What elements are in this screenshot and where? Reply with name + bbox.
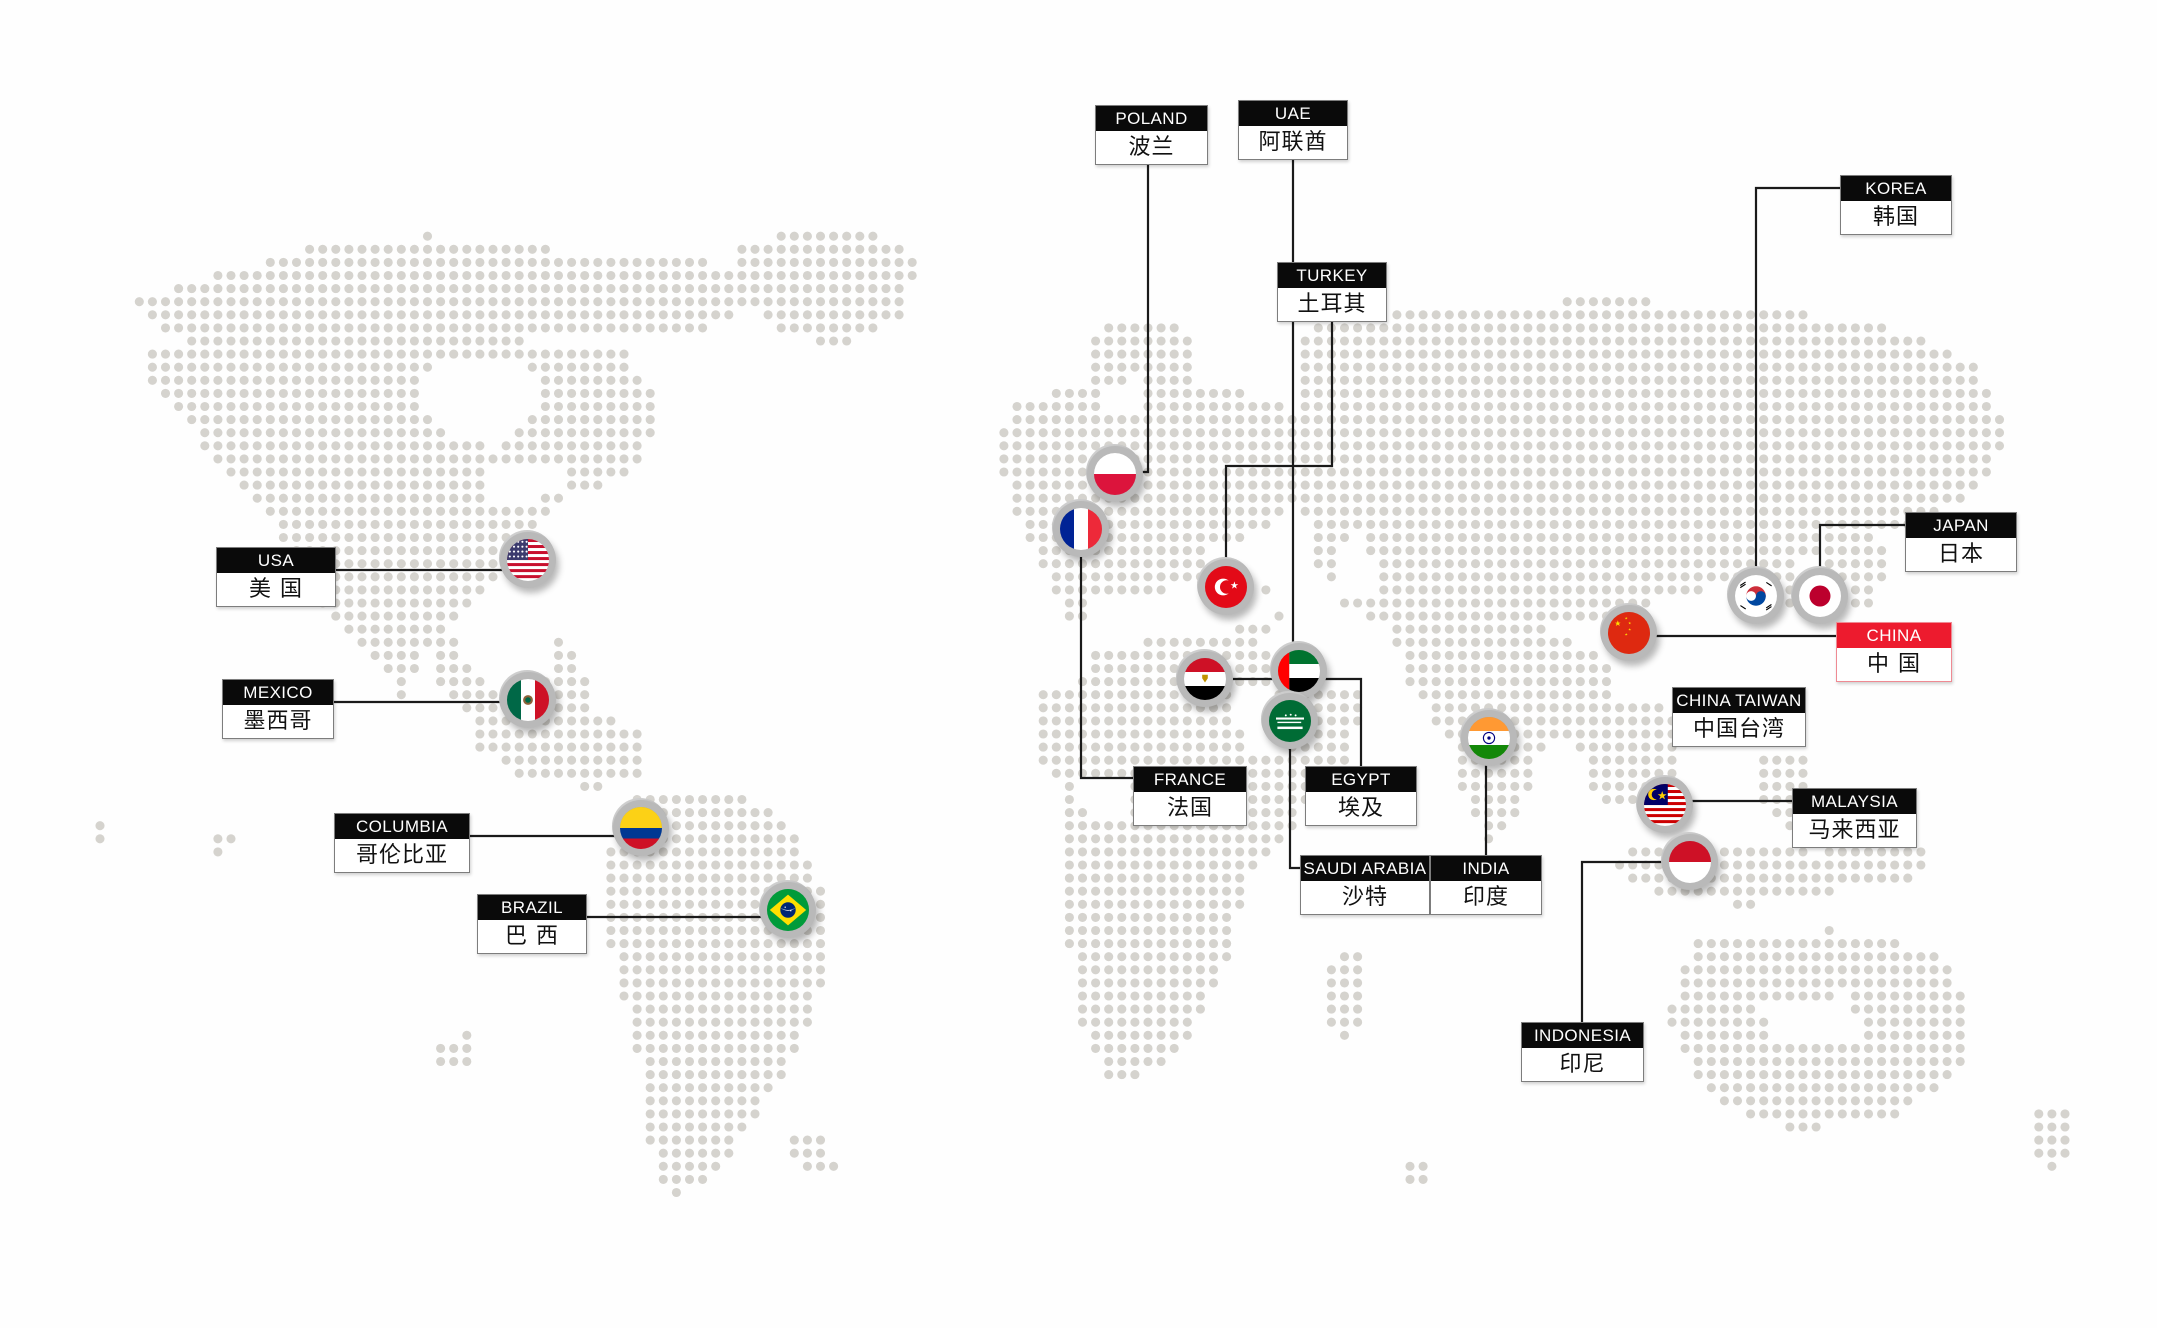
callout-country-name: SAUDI ARABIA (1301, 856, 1429, 881)
flag-turkey-icon (1205, 566, 1247, 608)
callout-country-name-cn: 日本 (1906, 538, 2016, 571)
marker-indonesia[interactable] (1661, 832, 1718, 890)
callout-country-name-cn: 中 国 (1837, 648, 1951, 681)
callout-poland[interactable]: POLAND 波兰 (1095, 105, 1208, 165)
callout-country-name: COLUMBIA (335, 814, 469, 839)
callout-country-name: CHINA (1837, 623, 1951, 648)
callout-korea[interactable]: KOREA 韩国 (1840, 175, 1952, 235)
marker-mexico[interactable] (499, 670, 556, 728)
flag-india-icon (1468, 717, 1510, 759)
marker-poland[interactable] (1086, 444, 1143, 502)
marker-egypt[interactable] (1176, 649, 1233, 707)
flag-egypt-icon (1184, 658, 1226, 700)
callout-usa[interactable]: USA 美 国 (216, 547, 336, 607)
callout-country-name-cn: 阿联酋 (1239, 126, 1347, 159)
callout-mexico[interactable]: MEXICO 墨西哥 (222, 679, 334, 739)
marker-india[interactable] (1460, 708, 1517, 766)
flag-columbia-icon (620, 807, 662, 849)
callout-country-name-cn: 沙特 (1301, 881, 1429, 914)
connector-turkey (1224, 320, 1334, 587)
marker-japan[interactable] (1791, 566, 1848, 624)
callout-country-name-cn: 中国台湾 (1673, 713, 1805, 746)
callout-country-name-cn: 美 国 (217, 573, 335, 606)
flag-brazil-icon (767, 889, 809, 931)
callout-country-name-cn: 波兰 (1096, 131, 1207, 164)
flag-japan-icon (1799, 575, 1841, 617)
callout-china[interactable]: CHINA 中 国 (1836, 622, 1952, 682)
connector-france (1079, 529, 1133, 780)
callout-indonesia[interactable]: INDONESIA 印尼 (1521, 1022, 1644, 1082)
callout-turkey[interactable]: TURKEY 土耳其 (1277, 262, 1387, 322)
callout-country-name: POLAND (1096, 106, 1207, 131)
callout-france[interactable]: FRANCE 法国 (1133, 766, 1247, 826)
callout-country-name: UAE (1239, 101, 1347, 126)
marker-china[interactable] (1600, 603, 1657, 661)
flag-france-icon (1060, 508, 1102, 550)
marker-malaysia[interactable] (1636, 775, 1693, 833)
callout-country-name-cn: 墨西哥 (223, 705, 333, 738)
flag-china-icon (1608, 612, 1650, 654)
flag-indonesia-icon (1669, 841, 1711, 883)
callout-country-name: EGYPT (1306, 767, 1416, 792)
marker-turkey[interactable] (1197, 557, 1254, 615)
callout-country-name-cn: 印尼 (1522, 1048, 1643, 1081)
marker-usa[interactable] (499, 530, 556, 588)
callout-country-name-cn: 印度 (1431, 881, 1541, 914)
flag-malaysia-icon (1644, 784, 1686, 826)
flag-mexico-icon (507, 679, 549, 721)
callout-country-name: CHINA TAIWAN (1673, 688, 1805, 713)
callout-saudi[interactable]: SAUDI ARABIA 沙特 (1300, 855, 1430, 915)
callout-country-name: INDONESIA (1522, 1023, 1643, 1048)
connector-poland (1115, 163, 1150, 474)
callout-taiwan[interactable]: CHINA TAIWAN 中国台湾 (1672, 687, 1806, 747)
callout-country-name-cn: 马来西亚 (1793, 814, 1916, 847)
marker-korea[interactable] (1727, 566, 1784, 624)
marker-saudi[interactable] (1261, 691, 1318, 749)
callout-country-name: BRAZIL (478, 895, 586, 920)
callout-country-name: KOREA (1841, 176, 1951, 201)
callout-india[interactable]: INDIA 印度 (1430, 855, 1542, 915)
flag-saudi-icon (1269, 700, 1311, 742)
flag-uae-icon (1278, 650, 1320, 692)
callout-malaysia[interactable]: MALAYSIA 马来西亚 (1792, 788, 1917, 848)
marker-france[interactable] (1052, 499, 1109, 557)
callout-columbia[interactable]: COLUMBIA 哥伦比亚 (334, 813, 470, 873)
flag-korea-icon (1735, 575, 1777, 617)
callout-country-name: INDIA (1431, 856, 1541, 881)
marker-uae[interactable] (1270, 641, 1327, 699)
callout-country-name: MALAYSIA (1793, 789, 1916, 814)
connector-korea (1754, 186, 1840, 596)
callout-country-name: MEXICO (223, 680, 333, 705)
callout-country-name-cn: 法国 (1134, 792, 1246, 825)
callout-country-name: TURKEY (1278, 263, 1386, 288)
callout-country-name-cn: 埃及 (1306, 792, 1416, 825)
callout-country-name-cn: 巴 西 (478, 920, 586, 953)
callout-country-name: USA (217, 548, 335, 573)
marker-columbia[interactable] (612, 798, 669, 856)
callout-brazil[interactable]: BRAZIL 巴 西 (477, 894, 587, 954)
callout-country-name-cn: 哥伦比亚 (335, 839, 469, 872)
callout-country-name: JAPAN (1906, 513, 2016, 538)
callout-japan[interactable]: JAPAN 日本 (1905, 512, 2017, 572)
callout-country-name-cn: 韩国 (1841, 201, 1951, 234)
callout-country-name-cn: 土耳其 (1278, 288, 1386, 321)
callout-country-name: FRANCE (1134, 767, 1246, 792)
callout-uae[interactable]: UAE 阿联酋 (1238, 100, 1348, 160)
flag-poland-icon (1094, 453, 1136, 495)
flag-usa-icon (507, 539, 549, 581)
marker-brazil[interactable] (759, 880, 816, 938)
callout-egypt[interactable]: EGYPT 埃及 (1305, 766, 1417, 826)
